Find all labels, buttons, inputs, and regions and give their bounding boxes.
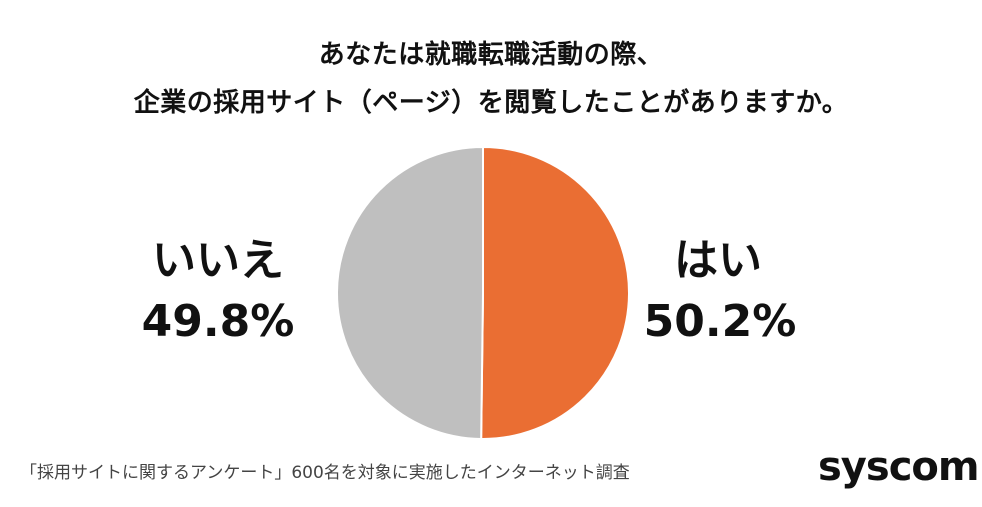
survey-footnote: 「採用サイトに関するアンケート」600名を対象に実施したインターネット調査 [20, 463, 630, 483]
pie-chart [336, 145, 631, 441]
pie-slice-no [336, 145, 484, 441]
slice-value-no: 49.8% [141, 296, 295, 347]
slice-value-yes: 50.2% [643, 296, 797, 347]
slice-label-yes: はい [674, 235, 762, 286]
pie-slice-yes [480, 145, 631, 440]
chart-title-line-1: あなたは就職転職活動の際、 [318, 40, 664, 70]
chart-title-line-2: 企業の採用サイト（ページ）を閲覧したことがありますか。 [133, 88, 849, 118]
slice-label-no: いいえ [152, 235, 284, 286]
syscom-logo: syscom [818, 444, 980, 490]
